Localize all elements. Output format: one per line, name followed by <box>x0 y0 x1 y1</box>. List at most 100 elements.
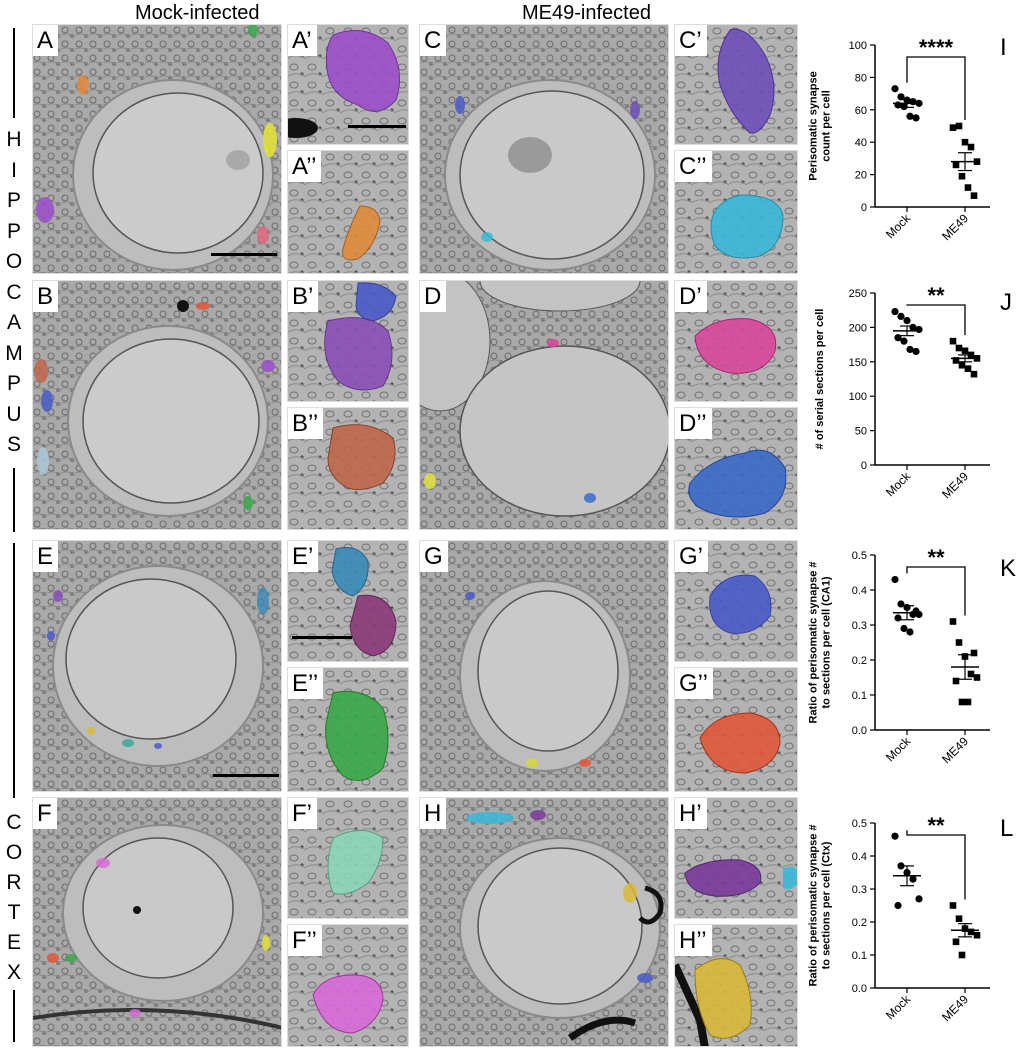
em-panel-e: E <box>32 540 282 792</box>
data-point-me49 <box>952 677 960 685</box>
hippocampus-letter: H <box>6 128 22 151</box>
cortex-letter: E <box>6 931 21 954</box>
me49-infected-header: ME49-infected <box>522 2 651 24</box>
em-panel-h: H <box>419 797 669 1047</box>
em-panel-d: D <box>419 280 669 530</box>
data-point-mock <box>891 85 899 93</box>
x-tick-label: Mock <box>883 734 914 765</box>
y-tick-label: 0.1 <box>852 950 867 962</box>
y-tick-label: 100 <box>849 391 867 403</box>
data-point-me49 <box>970 192 978 199</box>
em-micrograph-g-prime <box>675 541 797 661</box>
data-point-mock <box>897 93 905 101</box>
em-panel-a-double-prime: A’’ <box>287 150 409 274</box>
data-point-mock <box>891 832 899 840</box>
panel-label-h: H <box>420 798 447 829</box>
significance-stars: **** <box>919 35 954 60</box>
y-tick-label: 0.0 <box>852 983 867 995</box>
hippocampus-letter: A <box>6 311 21 334</box>
data-point-me49 <box>964 184 972 191</box>
y-tick-label: 0.4 <box>852 585 867 597</box>
em-panel-f-prime: F’ <box>287 797 409 919</box>
em-panel-f-double-prime: F’’ <box>287 924 409 1047</box>
em-panel-g: G <box>419 540 669 792</box>
panel-label-a: A <box>33 25 59 56</box>
significance-bracket <box>906 566 966 616</box>
y-tick-label: 250 <box>849 288 867 300</box>
em-panel-h-prime: H’ <box>674 797 798 919</box>
em-micrograph-g <box>420 541 668 791</box>
y-axis-label: Perisomatic synapse <box>808 71 820 180</box>
em-panel-c-prime: C’ <box>674 24 798 145</box>
data-point-me49 <box>958 951 966 959</box>
panel-label-b: B <box>33 281 59 312</box>
data-point-mock <box>915 325 923 334</box>
data-point-mock <box>912 347 920 356</box>
y-axis-label: count per cell <box>821 90 833 162</box>
em-panel-g-double-prime: G’’ <box>674 667 798 792</box>
em-panel-c-double-prime: C’’ <box>674 150 798 274</box>
em-micrograph-d <box>420 281 668 529</box>
data-point-me49 <box>967 670 975 678</box>
y-axis-label: to sections per cell (Ctx) <box>821 841 833 969</box>
em-micrograph-f-double-prime <box>288 925 408 1046</box>
em-micrograph-a <box>33 25 281 273</box>
y-tick-label: 0.4 <box>852 851 867 863</box>
data-point-me49 <box>949 618 957 625</box>
em-micrograph-d-prime <box>675 281 797 401</box>
em-panel-c: C <box>419 24 669 274</box>
em-panel-g-prime: G’ <box>674 540 798 662</box>
y-tick-label: 0.5 <box>852 550 867 562</box>
data-point-mock <box>906 345 914 354</box>
y-tick-label: 0 <box>861 460 867 472</box>
hippocampus-letter: P <box>6 219 21 243</box>
chart-label-k: K <box>1000 555 1017 582</box>
em-micrograph-h <box>420 798 668 1046</box>
panel-label-e-double-prime: E’’ <box>288 668 324 699</box>
y-tick-label: 0.3 <box>852 620 867 632</box>
y-tick-label: 50 <box>855 426 867 438</box>
panel-label-b-double-prime: B’’ <box>288 408 324 439</box>
panel-label-d: D <box>420 281 447 312</box>
em-panel-f: F <box>32 797 282 1047</box>
y-tick-label: 80 <box>855 72 867 84</box>
hippocampus-letter: O <box>5 250 23 273</box>
y-tick-label: 40 <box>855 137 867 149</box>
panel-label-b-prime: B’ <box>288 281 319 312</box>
chart-label-j: J <box>1000 289 1012 316</box>
em-panel-b: B <box>32 280 282 530</box>
panel-label-f: F <box>33 798 57 829</box>
hippocampus-bracket-bottom <box>13 468 15 532</box>
y-tick-label: 0.1 <box>852 690 867 702</box>
data-point-me49 <box>961 138 969 146</box>
em-micrograph-b-double-prime <box>288 408 408 529</box>
significance-stars: ** <box>927 813 945 838</box>
em-panel-a: A <box>32 24 282 274</box>
panel-label-c: C <box>420 25 447 56</box>
data-point-mock <box>912 607 920 615</box>
chart-i: 0 20 40 60 80 100 Perisomatic synapse count per… <box>808 35 990 243</box>
data-point-mock <box>900 102 908 111</box>
data-point-mock <box>897 312 905 320</box>
y-tick-label: 0.0 <box>852 725 867 737</box>
scale-bar-a-prime <box>348 125 406 128</box>
x-tick-label: ME49 <box>939 211 971 243</box>
em-micrograph-e-prime <box>288 541 408 661</box>
data-point-me49 <box>964 698 972 706</box>
data-point-me49 <box>949 124 957 131</box>
data-point-me49 <box>967 928 975 936</box>
y-tick-label: 60 <box>855 105 867 117</box>
em-panel-a-prime: A’ <box>287 24 409 145</box>
data-point-me49 <box>952 357 960 364</box>
hippocampus-letter: P <box>6 189 21 212</box>
hippocampus-letter: S <box>6 433 21 456</box>
cortex-letter: O <box>5 841 23 864</box>
data-point-me49 <box>967 143 975 151</box>
em-micrograph-b <box>33 281 281 529</box>
data-point-me49 <box>973 931 981 939</box>
hippocampus-letter: C <box>6 280 22 304</box>
data-point-mock <box>906 628 914 636</box>
y-tick-label: 0.5 <box>852 818 867 830</box>
y-tick-label: 200 <box>849 322 867 334</box>
